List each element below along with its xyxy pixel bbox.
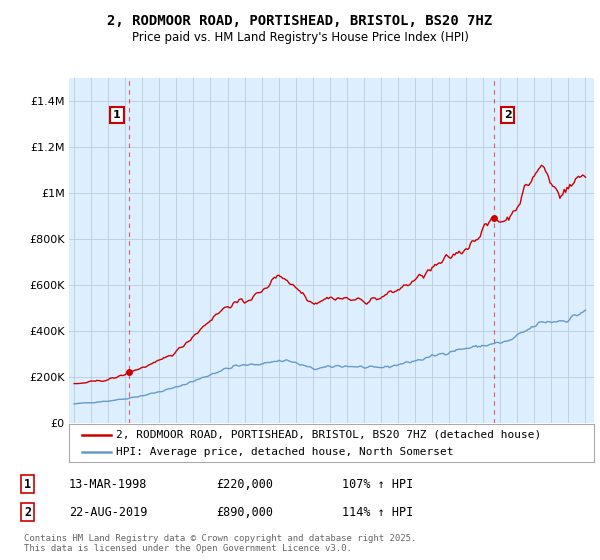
Text: Price paid vs. HM Land Registry's House Price Index (HPI): Price paid vs. HM Land Registry's House … <box>131 31 469 44</box>
Text: 2: 2 <box>24 506 31 519</box>
Text: 2, RODMOOR ROAD, PORTISHEAD, BRISTOL, BS20 7HZ: 2, RODMOOR ROAD, PORTISHEAD, BRISTOL, BS… <box>107 14 493 28</box>
Text: 13-MAR-1998: 13-MAR-1998 <box>69 478 148 491</box>
Text: 114% ↑ HPI: 114% ↑ HPI <box>342 506 413 519</box>
Text: 1: 1 <box>24 478 31 491</box>
Text: 2: 2 <box>504 110 511 120</box>
Text: 22-AUG-2019: 22-AUG-2019 <box>69 506 148 519</box>
Text: 107% ↑ HPI: 107% ↑ HPI <box>342 478 413 491</box>
Text: Contains HM Land Registry data © Crown copyright and database right 2025.
This d: Contains HM Land Registry data © Crown c… <box>24 534 416 553</box>
Text: HPI: Average price, detached house, North Somerset: HPI: Average price, detached house, Nort… <box>116 447 454 458</box>
Text: £890,000: £890,000 <box>216 506 273 519</box>
Text: £220,000: £220,000 <box>216 478 273 491</box>
Text: 1: 1 <box>113 110 121 120</box>
Text: 2, RODMOOR ROAD, PORTISHEAD, BRISTOL, BS20 7HZ (detached house): 2, RODMOOR ROAD, PORTISHEAD, BRISTOL, BS… <box>116 430 542 440</box>
